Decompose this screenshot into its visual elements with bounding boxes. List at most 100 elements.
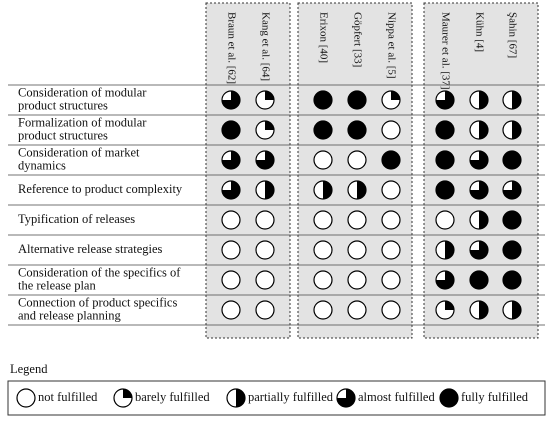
ball-fill [503, 181, 521, 199]
ball-fill [323, 181, 332, 199]
ball-fill [436, 181, 454, 199]
harvey-ball [336, 388, 356, 408]
ball-fill [479, 91, 488, 109]
row-label: Consideration of market [18, 145, 140, 159]
harvey-ball [502, 120, 522, 140]
harvey-ball [347, 90, 367, 110]
harvey-ball [221, 120, 241, 140]
harvey-ball [381, 150, 401, 170]
ball-fill [503, 241, 521, 259]
ball-outline [313, 300, 333, 320]
legend-title: Legend [10, 362, 48, 376]
harvey-ball [226, 388, 246, 408]
legend-label: barely fulfilled [135, 390, 210, 404]
harvey-ball [313, 180, 333, 200]
ball-outline [313, 150, 333, 170]
harvey-ball [255, 210, 275, 230]
harvey-ball [502, 210, 522, 230]
harvey-ball [347, 240, 367, 260]
ball-fill [436, 151, 454, 169]
harvey-ball [381, 120, 401, 140]
ball-outline [255, 270, 275, 290]
ball-fill [314, 121, 332, 139]
ball-fill [391, 91, 400, 100]
harvey-ball [113, 388, 133, 408]
harvey-ball [469, 210, 489, 230]
harvey-ball [347, 150, 367, 170]
harvey-ball [435, 120, 455, 140]
harvey-ball [469, 90, 489, 110]
ball-outline [435, 210, 455, 230]
harvey-ball [469, 300, 489, 320]
harvey-ball [255, 90, 275, 110]
ball-fill [222, 91, 240, 109]
harvey-ball [255, 240, 275, 260]
ball-outline [255, 300, 275, 320]
ball-outline [381, 240, 401, 260]
ball-fill [503, 271, 521, 289]
ball-fill [265, 91, 274, 100]
harvey-ball [435, 210, 455, 230]
harvey-ball [255, 270, 275, 290]
ball-outline [313, 240, 333, 260]
row-label: Alternative release strategies [18, 242, 163, 256]
harvey-ball [381, 300, 401, 320]
ball-fill [470, 271, 488, 289]
row-label: Consideration of modular [18, 85, 147, 99]
ball-outline [313, 210, 333, 230]
ball-fill [314, 91, 332, 109]
row-label: Formalization of modular [18, 115, 147, 129]
harvey-ball [221, 300, 241, 320]
harvey-ball [347, 180, 367, 200]
harvey-ball [502, 300, 522, 320]
harvey-ball [221, 210, 241, 230]
ball-outline [347, 300, 367, 320]
row-label: the release plan [18, 278, 96, 292]
ball-fill [357, 181, 366, 199]
harvey-ball [221, 240, 241, 260]
ball-fill [236, 389, 245, 407]
ball-fill [503, 151, 521, 169]
ball-fill [436, 121, 454, 139]
harvey-ball [502, 150, 522, 170]
harvey-ball [16, 388, 36, 408]
column-header: Nippa et al. [5] [385, 12, 397, 79]
harvey-ball [221, 270, 241, 290]
ball-fill [445, 241, 454, 259]
ball-outline [381, 180, 401, 200]
harvey-ball [469, 180, 489, 200]
row-label: and release planning [18, 308, 121, 322]
ball-fill [382, 151, 400, 169]
harvey-ball [435, 180, 455, 200]
legend-label: almost fulfilled [358, 390, 435, 404]
harvey-ball [502, 90, 522, 110]
ball-fill [256, 151, 274, 169]
harvey-ball [381, 90, 401, 110]
harvey-ball [435, 270, 455, 290]
row-label: Consideration of the specifics of [18, 265, 181, 279]
ball-fill [265, 181, 274, 199]
ball-fill [503, 211, 521, 229]
column-header: Şahin [67] [506, 12, 518, 58]
ball-fill [512, 121, 521, 139]
harvey-ball [313, 210, 333, 230]
harvey-ball [221, 180, 241, 200]
ball-fill [222, 151, 240, 169]
column-header: Braun et al. [62] [225, 12, 237, 84]
ball-outline [381, 210, 401, 230]
harvey-ball [435, 300, 455, 320]
ball-fill [436, 91, 454, 109]
ball-fill [123, 389, 132, 398]
row-label: Reference to product complexity [18, 182, 183, 196]
harvey-ball [469, 120, 489, 140]
harvey-ball [255, 300, 275, 320]
ball-outline [16, 388, 36, 408]
harvey-ball [313, 240, 333, 260]
harvey-ball [313, 300, 333, 320]
harvey-ball [313, 90, 333, 110]
ball-fill [440, 389, 458, 407]
ball-fill [470, 151, 488, 169]
ball-fill [337, 389, 355, 407]
ball-fill [470, 181, 488, 199]
